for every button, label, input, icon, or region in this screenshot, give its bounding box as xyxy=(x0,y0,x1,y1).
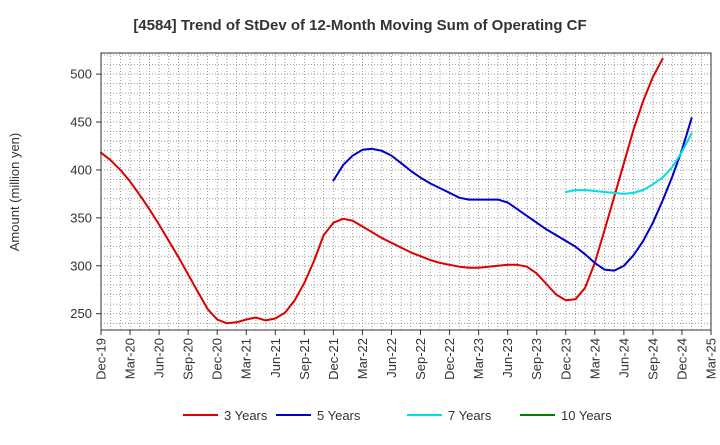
series-line xyxy=(100,57,664,325)
x-tick-label: Jun-21 xyxy=(268,338,283,378)
x-tick-label: Sep-24 xyxy=(645,338,660,380)
x-tick-label: Mar-25 xyxy=(704,338,719,379)
x-tick-label: Dec-22 xyxy=(442,338,457,380)
y-tick-label: 300 xyxy=(70,258,92,273)
y-tick-label: 450 xyxy=(70,115,92,130)
x-tick-label: Jun-23 xyxy=(500,338,515,378)
series-layer xyxy=(100,57,693,325)
x-tick-label: Dec-21 xyxy=(326,338,341,380)
x-tick-label: Jun-20 xyxy=(152,338,167,378)
x-tick-label: Sep-23 xyxy=(529,338,544,380)
x-tick-label: Dec-23 xyxy=(558,338,573,380)
series-line xyxy=(332,117,693,272)
x-tick-label: Mar-22 xyxy=(355,338,370,379)
legend-label: 7 Years xyxy=(448,408,492,423)
x-tick-label: Mar-20 xyxy=(123,338,138,379)
legend: 3 Years 5 Years 7 Years 10 Years xyxy=(183,408,612,423)
grid xyxy=(101,53,711,330)
y-tick-label: 400 xyxy=(70,162,92,177)
y-tick-label: 250 xyxy=(70,306,92,321)
x-tick-label: Dec-20 xyxy=(210,338,225,380)
x-tick-label: Mar-23 xyxy=(471,338,486,379)
legend-label: 5 Years xyxy=(317,408,361,423)
series-line xyxy=(564,132,693,195)
legend-label: 10 Years xyxy=(561,408,612,423)
y-axis-label: Amount (million yen) xyxy=(7,133,22,252)
x-tick-label: Sep-22 xyxy=(413,338,428,380)
plot-frame xyxy=(100,52,712,331)
plot-area xyxy=(101,53,711,330)
x-tick-label: Sep-21 xyxy=(297,338,312,380)
x-tick-label: Sep-20 xyxy=(181,338,196,380)
legend-label: 3 Years xyxy=(224,408,268,423)
chart-title: [4584] Trend of StDev of 12-Month Moving… xyxy=(133,17,586,34)
x-tick-label: Dec-19 xyxy=(94,338,109,380)
x-tick-label: Dec-24 xyxy=(674,338,689,380)
x-tick-label: Mar-24 xyxy=(587,338,602,379)
y-tick-label: 500 xyxy=(70,67,92,82)
x-tick-label: Jun-22 xyxy=(384,338,399,378)
x-tick-label: Jun-24 xyxy=(616,338,631,378)
x-axis: Dec-19 Mar-20 Jun-20 Sep-20 Dec-20 Mar-21 Jun-… xyxy=(94,330,719,380)
y-tick-label: 350 xyxy=(70,210,92,225)
x-tick-label: Mar-21 xyxy=(239,338,254,379)
y-axis: 250 300 350 400 450 500 xyxy=(70,67,101,321)
